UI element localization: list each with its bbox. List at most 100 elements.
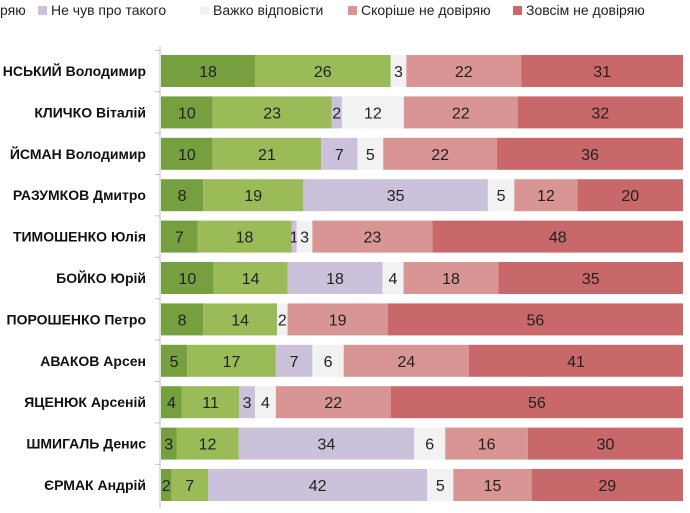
- bar-segment: [277, 303, 288, 336]
- data-label: 2: [332, 105, 341, 122]
- bar-segment: [312, 344, 344, 377]
- data-label: 32: [591, 105, 609, 122]
- bar-segment: [390, 55, 407, 87]
- data-label: 11: [202, 395, 219, 412]
- legend-item: Скоріше не довіряю: [348, 2, 491, 18]
- bar-segment: [161, 220, 198, 253]
- data-label: 3: [394, 64, 403, 81]
- bar-segment: [161, 469, 172, 501]
- data-label: 12: [199, 437, 217, 454]
- legend-label: ряю: [0, 2, 26, 18]
- bar-segment: [287, 303, 388, 336]
- bar-segment: [496, 137, 683, 170]
- bar-segment: [383, 137, 497, 170]
- data-label: 21: [258, 147, 276, 164]
- data-label: 7: [185, 478, 194, 495]
- bar-segment: [517, 96, 683, 129]
- bar-segment: [577, 179, 683, 212]
- legend-label: Важко відповісти: [213, 2, 324, 18]
- data-label: 56: [526, 312, 544, 329]
- legend-label: Зовсім не довіряю: [526, 2, 645, 18]
- data-label: 23: [263, 105, 281, 122]
- bar-segment: [414, 427, 446, 460]
- data-label: 7: [175, 230, 184, 247]
- bar-segment: [321, 137, 358, 170]
- data-label: 18: [326, 271, 344, 288]
- data-label: 1: [290, 230, 299, 247]
- bar-segment: [287, 262, 383, 294]
- bar-segment: [514, 179, 578, 212]
- data-label: 22: [324, 395, 342, 412]
- bar-segment: [203, 303, 277, 336]
- bar-segment: [312, 220, 433, 253]
- data-label: 4: [261, 395, 270, 412]
- category-label: ПОРОШЕНКО Петро: [7, 311, 146, 327]
- legend-swatch: [513, 5, 522, 15]
- data-label: 15: [484, 478, 502, 495]
- category-label: НСЬКИЙ Володимир: [3, 62, 146, 79]
- legend-swatch: [348, 5, 357, 15]
- bar-segment: [176, 427, 239, 460]
- bar-segment: [254, 55, 391, 87]
- bar-segment: [239, 386, 255, 419]
- data-label: 4: [167, 395, 176, 412]
- bar-segment: [207, 469, 428, 501]
- bar-segment: [403, 262, 499, 294]
- bar-segment: [275, 344, 313, 377]
- data-label: 34: [317, 437, 335, 454]
- bar-segment: [357, 137, 384, 170]
- data-label: 18: [236, 230, 254, 247]
- bar-segment: [212, 137, 322, 170]
- bar-segment: [453, 469, 532, 501]
- data-label: 12: [537, 188, 555, 205]
- bar-segment: [432, 220, 683, 253]
- bar-segment: [197, 220, 292, 253]
- bar-segment: [161, 179, 204, 212]
- bar-segment: [387, 303, 683, 336]
- data-label: 8: [178, 312, 187, 329]
- data-label: 14: [242, 271, 260, 288]
- category-label: РАЗУМКОВ Дмитро: [13, 187, 146, 203]
- data-label: 42: [309, 478, 327, 495]
- data-label: 6: [324, 354, 333, 371]
- data-label: 35: [582, 271, 600, 288]
- data-label: 19: [329, 312, 347, 329]
- data-label: 18: [199, 64, 217, 81]
- bar-segment: [390, 386, 683, 419]
- data-label: 10: [178, 105, 196, 122]
- bar-segment: [445, 427, 528, 460]
- bar-segment: [161, 427, 177, 460]
- bar-segment: [296, 220, 313, 253]
- bar-segment: [161, 386, 182, 419]
- bar-segment: [527, 427, 683, 460]
- bar-segment: [468, 344, 683, 377]
- data-label: 56: [528, 395, 546, 412]
- category-label: ШМИГАЛЬ Денис: [26, 436, 146, 452]
- data-label: 19: [244, 188, 262, 205]
- bar-segment: [254, 386, 276, 419]
- data-label: 17: [223, 354, 241, 371]
- legend-item: Зовсім не довіряю: [513, 2, 645, 18]
- data-label: 48: [549, 230, 567, 247]
- bar-segment: [161, 262, 214, 294]
- bar-segment: [331, 96, 342, 129]
- bar-segment: [161, 96, 213, 129]
- legend-label: Не чув про такого: [51, 2, 167, 18]
- category-label: ЯЦЕНЮК Арсеній: [24, 394, 146, 410]
- data-label: 5: [170, 354, 179, 371]
- data-label: 3: [243, 395, 252, 412]
- category-label: ТИМОШЕНКО Юлія: [13, 229, 146, 245]
- bar-segment: [531, 469, 683, 501]
- data-label: 36: [581, 147, 599, 164]
- data-label: 10: [178, 147, 196, 164]
- data-label: 16: [478, 437, 496, 454]
- data-label: 4: [389, 271, 398, 288]
- bar-segment: [238, 427, 415, 460]
- bar-segment: [187, 344, 276, 377]
- bar-segment: [382, 262, 404, 294]
- data-label: 29: [598, 478, 616, 495]
- legend-swatch: [38, 5, 47, 15]
- data-label: 22: [431, 147, 449, 164]
- data-label: 24: [397, 354, 415, 371]
